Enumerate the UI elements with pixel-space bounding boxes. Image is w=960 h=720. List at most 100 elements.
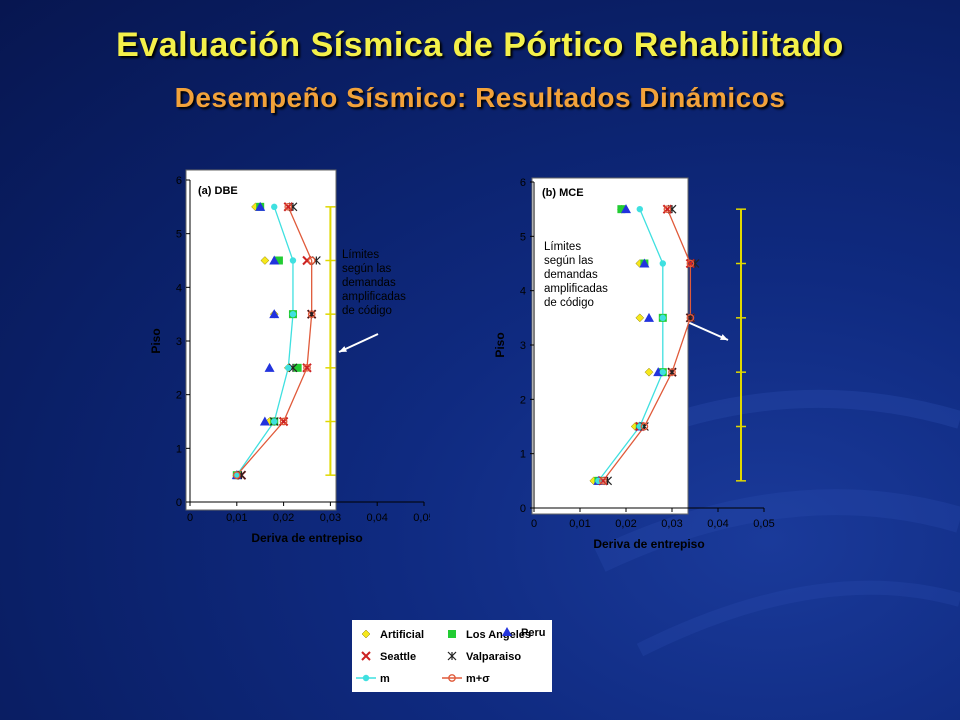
data-point <box>303 363 311 372</box>
x-tick-label: 0 <box>187 512 193 524</box>
x-tick-label: 0,05 <box>413 512 430 524</box>
plot-panel <box>531 177 689 515</box>
data-point <box>232 471 241 480</box>
y-tick-label: 5 <box>176 229 182 241</box>
data-point <box>289 310 297 318</box>
data-point <box>260 256 270 265</box>
data-point <box>274 256 283 265</box>
data-point <box>686 313 695 322</box>
data-point <box>288 363 298 373</box>
x-tick-label: 0,03 <box>661 518 682 530</box>
y-tick-label: 3 <box>520 340 526 352</box>
legend-label: m+σ <box>466 673 490 685</box>
y-tick-label: 1 <box>520 449 526 461</box>
data-point <box>659 314 666 322</box>
data-point <box>686 259 695 268</box>
data-point <box>307 310 316 319</box>
data-point <box>259 416 270 426</box>
legend-marker <box>362 674 370 682</box>
annotation: Límites según las demandas amplificadas de c… <box>342 249 406 317</box>
legend-item-valparaiso: Valparaiso <box>447 651 521 663</box>
annotation: Límites según las demandas amplificadas de c… <box>544 241 608 309</box>
y-tick-label: 3 <box>176 336 182 348</box>
x-tick-label: 0,02 <box>273 512 294 524</box>
legend-item-seattle: Seattle <box>361 651 416 663</box>
data-point <box>284 202 293 211</box>
y-tick-label: 0 <box>520 503 526 515</box>
annotation-arrowhead <box>339 346 347 352</box>
x-tick-label: 0 <box>531 518 537 530</box>
legend: Artificial Los Angeles Peru Seattle Valparai… <box>352 620 552 692</box>
x-tick-label: 0,01 <box>226 512 247 524</box>
legend-marker <box>502 627 512 636</box>
data-point <box>659 368 666 376</box>
data-point <box>271 418 278 425</box>
legend-item-artificial: Artificial <box>361 629 424 641</box>
legend-marker <box>447 651 457 661</box>
y-tick-label: 2 <box>520 394 526 406</box>
data-point <box>269 255 280 265</box>
legend-label: Seattle <box>380 651 416 663</box>
chart-svg: 0 1 2 3 4 5 6 0 0,01 0,02 0,03 0,04 0,05 Deriva de en… <box>149 169 435 545</box>
chart-mce: 0 1 2 3 4 5 6 0 0,01 0,02 0,03 0,04 0,05 Deriva de en… <box>488 168 780 564</box>
data-point <box>271 203 278 211</box>
series-line-m <box>236 206 294 476</box>
legend-marker <box>361 651 371 661</box>
x-tick-label: 0,01 <box>569 518 590 530</box>
data-point <box>640 422 649 431</box>
legend-label: Peru <box>521 627 545 639</box>
data-point <box>644 312 654 322</box>
data-point <box>621 204 631 214</box>
x-tick-label: 0,04 <box>707 518 728 530</box>
annotation-arrowhead <box>720 334 728 340</box>
data-point <box>617 205 626 214</box>
legend-marker <box>361 629 371 639</box>
series-line-m-sigma <box>602 208 692 482</box>
data-point <box>264 362 275 372</box>
data-point <box>269 309 280 319</box>
y-axis-label: Piso <box>149 328 163 353</box>
data-point <box>289 257 297 264</box>
plot-panel <box>185 169 337 511</box>
y-tick-label: 4 <box>176 282 182 294</box>
y-tick-label: 6 <box>520 177 526 189</box>
legend-label: m <box>380 673 390 685</box>
annotation-arrow <box>637 299 729 341</box>
data-point <box>255 201 266 211</box>
y-tick-label: 5 <box>520 231 526 243</box>
y-tick-label: 0 <box>176 497 182 509</box>
x-tick-label: 0,03 <box>320 512 341 524</box>
legend-marker <box>448 674 456 682</box>
data-point <box>285 364 292 372</box>
legend-label: Los Angeles <box>466 629 531 641</box>
data-point <box>636 205 643 213</box>
x-tick-label: 0,05 <box>753 518 774 530</box>
data-point <box>668 368 676 377</box>
y-tick-label: 2 <box>176 390 182 402</box>
y-tick-label: 4 <box>520 286 526 298</box>
x-tick-label: 0,04 <box>366 512 387 524</box>
legend-marker <box>448 630 456 638</box>
panel-label: (b) MCE <box>542 187 584 199</box>
y-axis-label: Piso <box>493 332 507 357</box>
series-line-m-sigma <box>236 206 313 476</box>
data-point <box>639 258 650 268</box>
data-point <box>659 260 666 267</box>
data-point <box>293 363 302 372</box>
x-tick-label: 0,02 <box>615 518 636 530</box>
series-line-m <box>597 208 664 482</box>
legend-label: Valparaiso <box>466 651 521 663</box>
data-point <box>307 256 316 265</box>
chart-dbe: 0 1 2 3 4 5 6 0 0,01 0,02 0,03 0,04 0,05 Deriva de en… <box>142 162 435 562</box>
legend-item-m: m <box>356 673 390 685</box>
legend-item-m-: m+σ <box>442 673 490 685</box>
legend-item-peru: Peru <box>502 627 545 639</box>
data-point <box>279 417 288 426</box>
panel-label: (a) DBE <box>198 185 238 197</box>
y-tick-label: 6 <box>176 175 182 187</box>
data-point <box>644 367 654 377</box>
data-point <box>233 471 240 479</box>
x-axis-label: Deriva de entrepiso <box>593 537 704 551</box>
chart-svg: 0 1 2 3 4 5 6 0 0,01 0,02 0,03 0,04 0,05 Deriva de en… <box>493 177 775 551</box>
